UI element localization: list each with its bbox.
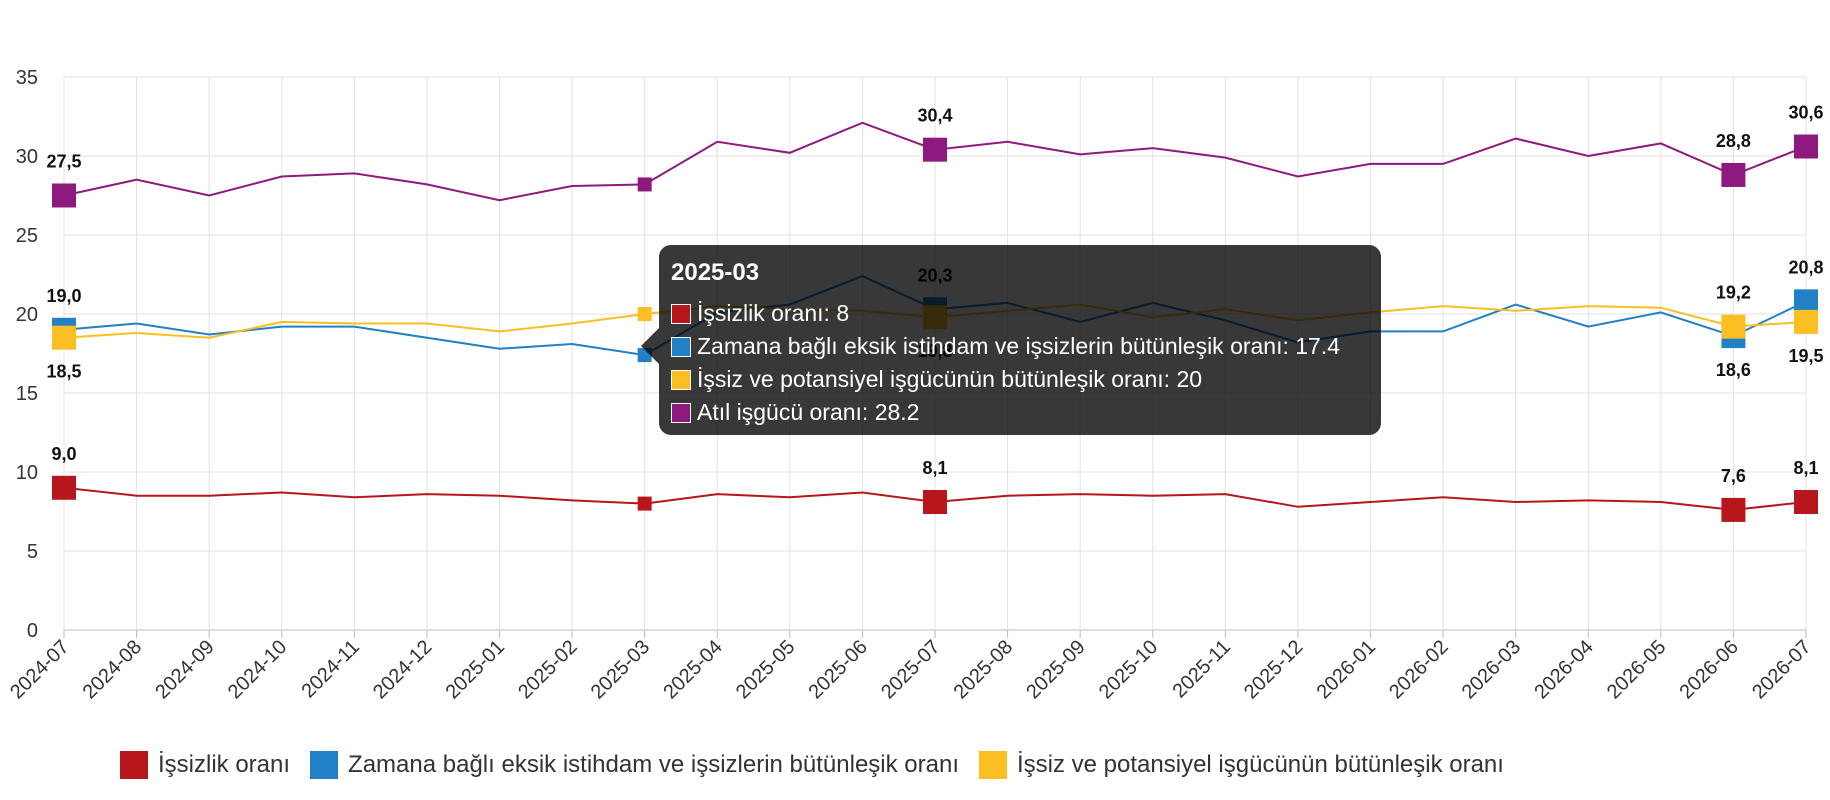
x-tick-label: 2026-03 (1458, 636, 1525, 703)
x-tick-label: 2025-07 (877, 636, 944, 703)
data-label: 18,6 (1716, 360, 1751, 380)
tooltip-row-unemployment: İşsizlik oranı: 8 (671, 297, 1369, 330)
x-tick-label: 2025-02 (514, 636, 581, 703)
tooltip-swatch-slack (671, 402, 691, 423)
legend-item-potential-labour[interactable]: İşsiz ve potansiyel işgücünün bütünleşik… (979, 751, 1504, 779)
x-tick-label: 2025-08 (950, 636, 1017, 703)
y-tick-label: 15 (16, 383, 38, 405)
legend-swatch-unemployment (120, 751, 148, 779)
tooltip-arrow (641, 328, 659, 364)
tooltip-swatch-underemployment (671, 336, 691, 357)
x-tick-label: 2025-04 (659, 636, 726, 703)
data-label: 20,8 (1788, 257, 1823, 277)
data-point-marker (637, 307, 652, 321)
x-tick-label: 2025-11 (1168, 636, 1234, 702)
data-label: 8,1 (922, 458, 947, 478)
data-label: 19,5 (1788, 346, 1823, 366)
tooltip-row-text: İşsizlik oranı: 8 (697, 300, 850, 326)
data-point-marker (52, 183, 76, 208)
tooltip-swatch-unemployment (671, 303, 691, 324)
data-label: 28,8 (1716, 131, 1751, 151)
x-tick-label: 2026-06 (1675, 636, 1742, 703)
x-tick-label: 2025-03 (587, 636, 654, 703)
legend-label: İşsiz ve potansiyel işgücünün bütünleşik… (1017, 751, 1504, 778)
data-point-marker (52, 325, 76, 350)
x-tick-label: 2025-12 (1240, 636, 1307, 703)
data-point-marker (923, 137, 947, 162)
x-tick-label: 2026-04 (1530, 636, 1597, 703)
x-tick-label: 2026-05 (1603, 636, 1670, 703)
legend-item-unemployment[interactable]: İşsizlik oranı (120, 751, 290, 779)
legend-swatch-underemployment (310, 751, 339, 779)
x-tick-label: 2024-08 (79, 636, 146, 703)
x-tick-label: 2025-05 (732, 636, 799, 703)
data-point-marker (1721, 314, 1746, 339)
data-point-marker (52, 475, 76, 500)
tooltip-row-text: Zamana bağlı eksik istihdam ve işsizleri… (697, 333, 1341, 359)
legend-item-underemployment[interactable]: Zamana bağlı eksik istihdam ve işsizleri… (310, 751, 959, 779)
x-tick-label: 2025-10 (1095, 636, 1162, 703)
data-point-marker (637, 177, 652, 192)
x-tick-label: 2026-01 (1313, 636, 1380, 703)
data-point-marker (1721, 497, 1746, 522)
data-label: 30,6 (1788, 103, 1823, 123)
data-label: 19,0 (46, 286, 81, 306)
data-point-marker (1794, 309, 1818, 334)
tooltip-row-potential-labour: İşsiz ve potansiyel işgücünün bütünleşik… (671, 363, 1369, 396)
data-point-marker (1794, 289, 1818, 314)
data-label: 8,1 (1793, 458, 1818, 478)
x-tick-label: 2024-10 (224, 636, 291, 703)
x-tick-label: 2024-07 (6, 636, 73, 703)
legend-swatch-potential-labour (979, 751, 1007, 779)
tooltip-row-text: Atıl işgücü oranı: 28.2 (697, 399, 920, 425)
data-point-marker (1721, 162, 1746, 187)
legend: İşsizlik oranı Zamana bağlı eksik istihd… (120, 748, 1524, 782)
legend-label: İşsizlik oranı (158, 751, 291, 778)
data-point-marker (637, 496, 652, 511)
y-tick-label: 10 (16, 462, 38, 484)
y-tick-label: 35 (16, 67, 38, 89)
x-tick-label: 2025-09 (1022, 636, 1089, 703)
tooltip-row-text: İşsiz ve potansiyel işgücünün bütünleşik… (697, 366, 1203, 392)
data-label: 18,5 (46, 362, 81, 382)
x-tick-label: 2026-07 (1748, 636, 1815, 703)
tooltip-row-underemployment: Zamana bağlı eksik istihdam ve işsizleri… (671, 330, 1369, 363)
x-tick-label: 2024-09 (151, 636, 218, 703)
data-point-marker (923, 490, 947, 515)
data-label: 9,0 (51, 444, 76, 464)
data-label: 30,4 (917, 106, 952, 126)
y-tick-label: 30 (16, 146, 38, 168)
x-tick-label: 2025-06 (804, 636, 871, 703)
y-tick-label: 20 (16, 304, 38, 326)
tooltip-title: 2025-03 (671, 259, 760, 286)
data-label: 27,5 (46, 152, 81, 172)
data-label: 7,6 (1721, 466, 1746, 486)
x-tick-label: 2026-02 (1385, 636, 1452, 703)
x-tick-label: 2025-01 (442, 636, 509, 703)
legend-label: Zamana bağlı eksik istihdam ve işsizleri… (348, 751, 959, 778)
data-label: 19,2 (1716, 283, 1751, 303)
data-point-marker (1794, 134, 1818, 159)
y-tick-label: 0 (27, 620, 38, 642)
tooltip: 2025-03 İşsizlik oranı: 8 Zamana bağlı e… (659, 245, 1381, 435)
x-tick-label: 2024-12 (369, 636, 436, 703)
tooltip-swatch-potential-labour (671, 369, 691, 390)
y-tick-label: 5 (27, 541, 38, 563)
tooltip-row-slack: Atıl işgücü oranı: 28.2 (671, 396, 1369, 429)
x-tick-label: 2024-11 (297, 636, 363, 702)
y-tick-label: 25 (16, 225, 38, 247)
data-point-marker (1794, 490, 1818, 515)
